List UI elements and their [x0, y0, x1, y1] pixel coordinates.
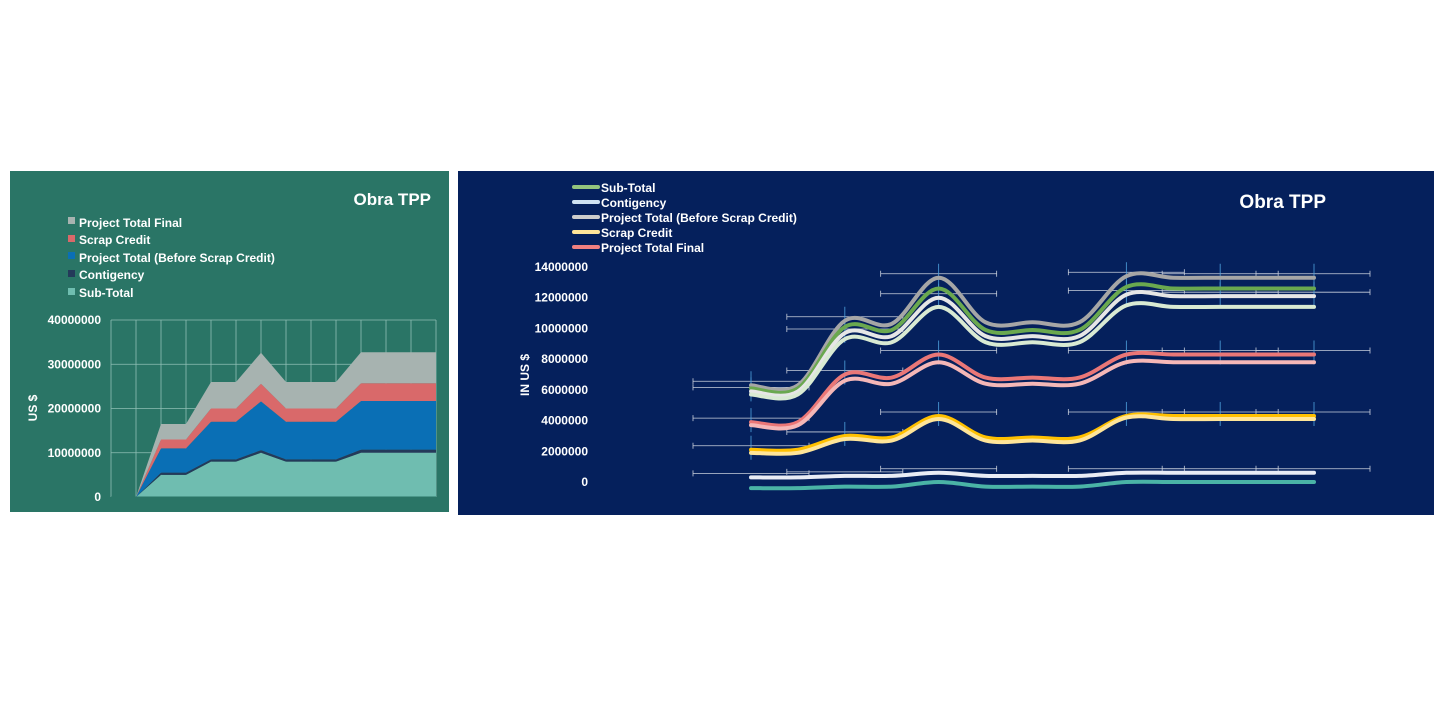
left-areas [111, 352, 436, 498]
legend-label-scrap-credit: Scrap Credit [79, 233, 150, 247]
legend-label-scrap-credit: Scrap Credit [601, 226, 672, 240]
left-y-axis-label: US $ [26, 394, 40, 421]
right-legend: Sub-Total Contigency Project Total (Befo… [572, 181, 797, 255]
right-series-lines [749, 271, 1316, 491]
series-line-project-total-before-scrap-credit [749, 271, 1316, 392]
legend-label-sub-total: Sub-Total [601, 181, 655, 195]
legend-label-project-total-final: Project Total Final [601, 241, 704, 255]
legend-swatch-scrap-credit [68, 235, 75, 242]
left-y-tick-label: 30000000 [48, 357, 102, 371]
right-line-chart: Obra TPP Sub-Total Contigency Project To… [518, 181, 1371, 491]
legend-label-contigency: Contigency [79, 268, 145, 282]
right-y-tick-label: 12000000 [535, 291, 589, 305]
left-area-chart: Obra TPP Project Total Final Scrap Credi… [26, 190, 437, 504]
legend-swatch-project-total-final [68, 217, 75, 224]
left-chart-title: Obra TPP [354, 190, 431, 209]
left-y-tick-label: 0 [94, 490, 101, 504]
series-line-contigency [749, 290, 1316, 398]
right-y-axis-label: IN US $ [518, 354, 532, 396]
right-y-tick-label: 6000000 [541, 383, 588, 397]
right-y-tick-label: 14000000 [535, 260, 589, 274]
left-y-tick-label: 40000000 [48, 313, 102, 327]
legend-label-project-total-before: Project Total (Before Scrap Credit) [601, 211, 797, 225]
series-line-sub-total [749, 301, 1316, 401]
left-y-tick-label: 20000000 [48, 402, 102, 416]
series-line-scrap-credit [749, 412, 1316, 453]
left-area-project-total-before-scrap-credit [111, 400, 436, 497]
series-line-project-total-final [749, 350, 1316, 428]
left-y-tick-labels: 0 10000000 20000000 30000000 40000000 [48, 313, 102, 504]
legend-swatch-contigency [68, 270, 75, 277]
legend-label-project-total-before: Project Total (Before Scrap Credit) [79, 251, 275, 265]
left-area-sub-total [111, 452, 436, 497]
series-line-scrap-credit [749, 414, 1316, 456]
legend-label-project-total-final: Project Total Final [79, 216, 182, 230]
right-chart-title: Obra TPP [1239, 192, 1326, 213]
left-area-scrap-credit [111, 383, 436, 497]
left-y-tick-label: 10000000 [48, 446, 102, 460]
legend-swatch-project-total-before [68, 252, 75, 259]
legend-label-contigency: Contigency [601, 196, 667, 210]
series-line-sub-total [749, 479, 1316, 491]
series-line-contigency [749, 470, 1316, 480]
right-y-tick-label: 10000000 [535, 321, 589, 335]
left-chart-panel: Obra TPP Project Total Final Scrap Credi… [10, 171, 449, 512]
series-line-project-total-final [749, 358, 1316, 431]
left-area-contigency [111, 449, 436, 497]
right-y-tick-label: 8000000 [541, 352, 588, 366]
legend-label-sub-total: Sub-Total [79, 286, 133, 300]
legend-swatch-sub-total [68, 288, 75, 295]
series-line-sub-total [749, 282, 1316, 395]
right-y-tick-label: 0 [581, 475, 588, 489]
left-area-project-total-final [111, 352, 436, 497]
right-y-tick-labels: 0 2000000 4000000 6000000 8000000 10000000 120… [535, 260, 589, 489]
right-chart-panel: Obra TPP Sub-Total Contigency Project To… [458, 171, 1434, 515]
left-legend: Project Total Final Scrap Credit Project… [68, 216, 275, 300]
right-y-tick-label: 4000000 [541, 414, 588, 428]
right-y-tick-label: 2000000 [541, 444, 588, 458]
